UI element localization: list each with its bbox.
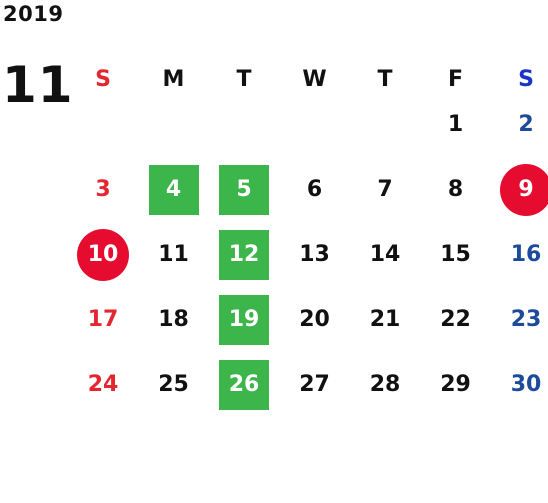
- day-number: 28: [369, 372, 401, 397]
- day-number: 15: [440, 242, 471, 267]
- day-number: 12: [228, 242, 260, 267]
- day-number: 20: [299, 307, 330, 332]
- day-cell-13[interactable]: 13: [280, 229, 350, 281]
- day-cell-7[interactable]: 7: [350, 164, 420, 216]
- day-number: 4: [165, 177, 182, 202]
- highlight-box: [219, 295, 269, 345]
- year-label: 2019: [3, 2, 64, 26]
- day-cell-14[interactable]: 14: [350, 229, 420, 281]
- day-number: 22: [440, 307, 471, 332]
- day-cell-9[interactable]: 9: [491, 164, 548, 216]
- day-cell-29[interactable]: 29: [421, 359, 491, 411]
- day-number: 21: [369, 307, 401, 332]
- day-cell-20[interactable]: 20: [280, 294, 350, 346]
- highlight-box: [148, 165, 199, 215]
- day-cell-28[interactable]: 28: [350, 359, 420, 411]
- month-label: 11: [2, 56, 74, 114]
- day-number: 14: [369, 242, 401, 267]
- day-cell-12[interactable]: 12: [209, 229, 279, 281]
- day-cell-1[interactable]: 1: [421, 99, 491, 151]
- day-number: 2: [518, 112, 534, 137]
- day-number: 27: [299, 372, 330, 397]
- holiday-circle: [500, 164, 548, 216]
- day-number: 26: [228, 372, 260, 397]
- highlight-box: [219, 230, 269, 280]
- day-cell-11[interactable]: 11: [139, 229, 209, 281]
- day-cell-2[interactable]: 2: [491, 99, 548, 151]
- day-number: 17: [87, 307, 119, 332]
- day-cell-6[interactable]: 6: [280, 164, 350, 216]
- day-cell-24[interactable]: 24: [68, 359, 138, 411]
- day-cell-26[interactable]: 26: [209, 359, 279, 411]
- day-cell-25[interactable]: 25: [139, 359, 209, 411]
- day-number: 30: [510, 372, 542, 397]
- day-number: 19: [228, 307, 260, 332]
- day-number: 18: [158, 307, 189, 332]
- day-number: 3: [95, 177, 111, 202]
- day-cell-23[interactable]: 23: [491, 294, 548, 346]
- weekday-header-5: F: [447, 67, 464, 92]
- day-number: 16: [510, 242, 542, 267]
- day-number: 24: [87, 372, 119, 397]
- day-cell-3[interactable]: 3: [68, 164, 138, 216]
- day-number: 8: [447, 177, 464, 202]
- holiday-circle: [77, 229, 129, 281]
- day-cell-27[interactable]: 27: [280, 359, 350, 411]
- day-cell-22[interactable]: 22: [421, 294, 491, 346]
- day-cell-30[interactable]: 30: [491, 359, 548, 411]
- day-cell-10[interactable]: 10: [68, 229, 138, 281]
- day-number: 9: [518, 177, 534, 202]
- day-number: 6: [306, 177, 323, 202]
- day-number: 1: [447, 112, 464, 137]
- calendar-grid: S M T W T F S 1 2 3 4 5 6 7 8 9 10 11 12 13 14 15 16 17 18 19 20 21…: [68, 60, 548, 440]
- day-cell-16[interactable]: 16: [491, 229, 548, 281]
- highlight-box: [219, 165, 269, 215]
- day-cell-18[interactable]: 18: [139, 294, 209, 346]
- day-cell-15[interactable]: 15: [421, 229, 491, 281]
- day-number: 10: [87, 242, 119, 267]
- day-number: 23: [510, 307, 542, 332]
- day-cell-21[interactable]: 21: [350, 294, 420, 346]
- day-number: 5: [236, 177, 252, 202]
- day-cell-4[interactable]: 4: [139, 164, 209, 216]
- weekday-header-2: T: [236, 67, 252, 92]
- weekday-header-1: M: [162, 67, 185, 92]
- day-number: 7: [377, 177, 393, 202]
- day-number: 25: [158, 372, 189, 397]
- day-cell-17[interactable]: 17: [68, 294, 138, 346]
- day-cell-8[interactable]: 8: [421, 164, 491, 216]
- weekday-header-4: T: [377, 67, 393, 92]
- weekday-header-6: S: [518, 67, 534, 92]
- day-number: 13: [299, 242, 330, 267]
- day-number: 11: [158, 242, 189, 267]
- weekday-header-0: S: [95, 67, 111, 92]
- day-cell-5[interactable]: 5: [209, 164, 279, 216]
- day-cell-19[interactable]: 19: [209, 294, 279, 346]
- weekday-header-3: W: [302, 67, 327, 92]
- day-number: 29: [440, 372, 471, 397]
- highlight-box: [219, 360, 269, 410]
